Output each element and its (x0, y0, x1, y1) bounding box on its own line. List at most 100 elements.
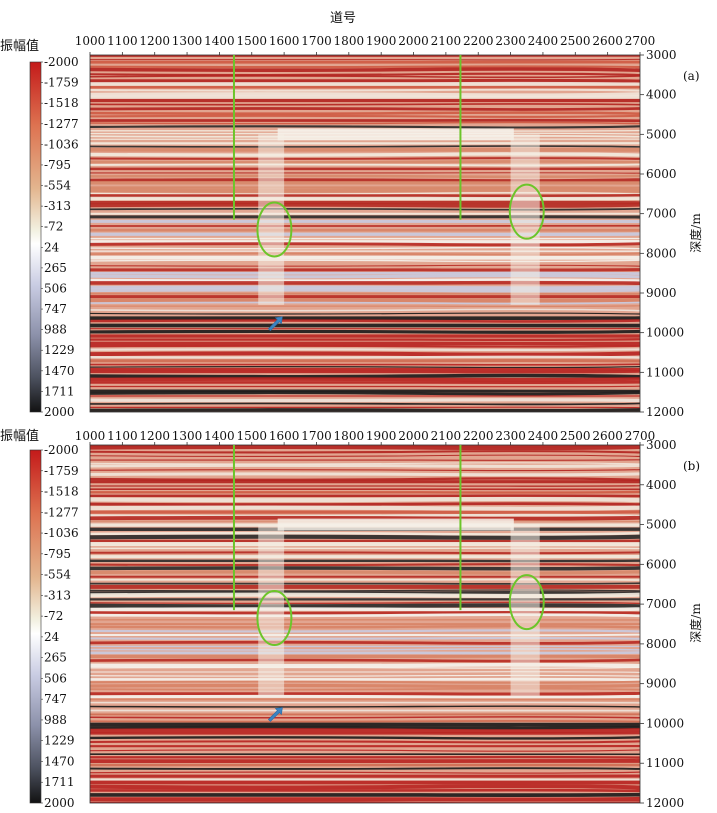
arrow-icon (267, 316, 283, 332)
x-tick-label: 1700 (301, 34, 332, 48)
reflector-band (90, 651, 640, 655)
reflector-band (90, 287, 640, 293)
reflector-band (90, 671, 640, 673)
reflector-band (90, 348, 640, 352)
x-tick-label: 2100 (431, 429, 462, 443)
reflector-band (90, 683, 640, 689)
x-tick-label: 2400 (528, 429, 559, 443)
reflector-band (90, 75, 640, 79)
panel-label: (a) (683, 69, 700, 83)
reflector-band (90, 749, 640, 752)
reflector-band (90, 202, 640, 208)
reflector-band (90, 788, 640, 793)
colorbar-tick-label: 988 (44, 323, 67, 337)
x-tick-label: 1100 (107, 429, 138, 443)
reflector-band (90, 570, 640, 575)
y-tick-label: 5000 (646, 127, 677, 141)
salt-body-top (277, 518, 514, 531)
x-tick-label: 1900 (366, 34, 397, 48)
x-tick-label: 2700 (625, 34, 656, 48)
x-axis-ticks: 1000 1100 1200 1300 1400 1500 1600 1700 1800 1900… (75, 34, 656, 55)
colorbar-tick-label: 747 (44, 302, 67, 316)
y-tick-label: 5000 (646, 518, 677, 532)
y-tick-label: 10000 (646, 326, 684, 340)
x-tick-label: 1000 (75, 429, 106, 443)
reflector-band (90, 740, 640, 744)
reflector-band (90, 329, 640, 334)
reflector-band (90, 370, 640, 374)
colorbar-tick-label: 1470 (44, 754, 75, 768)
x-tick-label: 2500 (560, 429, 591, 443)
reflector-band (90, 603, 640, 609)
reflector-band (90, 563, 640, 567)
reflector-band (90, 637, 640, 640)
y-tick-label: 10000 (646, 716, 684, 730)
reflector-band (90, 259, 640, 263)
reflector-band (90, 582, 640, 585)
colorbar-tick-label: 506 (44, 281, 67, 295)
reflector-band (90, 319, 640, 323)
reflector-band (90, 566, 640, 571)
colorbar-tick-label: 265 (44, 651, 67, 665)
colorbar-gradient (29, 61, 42, 413)
colorbar-tick-label: -1759 (44, 76, 79, 90)
x-axis-title: 道号 (330, 11, 356, 26)
x-tick-label: 2000 (398, 429, 429, 443)
colorbar-tick-label: -1277 (44, 117, 79, 131)
reflector-band (90, 355, 640, 359)
highlight-ellipse (508, 183, 545, 240)
reflector-band (90, 601, 640, 605)
reflector-band (90, 65, 640, 69)
y-tick-label: 3000 (646, 438, 677, 452)
reflector-band (90, 408, 640, 412)
pale-zone (510, 134, 540, 305)
x-tick-label: 2000 (398, 34, 429, 48)
reflector-band (90, 472, 640, 477)
colorbar-tick-label: 1711 (44, 775, 75, 789)
reflector-band (90, 351, 640, 357)
colorbar-tick-label: -795 (44, 158, 71, 172)
depth-axis-title: 深度/m (688, 213, 703, 253)
x-tick-label: 1300 (172, 429, 203, 443)
y-tick-label: 6000 (646, 167, 677, 181)
x-tick-label: 1700 (301, 429, 332, 443)
reflector-band (90, 736, 640, 740)
reflector-band (90, 125, 640, 129)
reflector-band (90, 469, 640, 472)
y-axis-ticks: 3000 4000 5000 6000 7000 8000 9000 10000 11000 12… (640, 438, 684, 810)
colorbar-tick-label: -795 (44, 547, 71, 561)
arrow-icon (267, 707, 283, 722)
colorbar-tick-label: -72 (44, 609, 63, 623)
x-tick-label: 1900 (366, 429, 397, 443)
reflector-band (90, 72, 640, 77)
reflector-band (90, 312, 640, 315)
reflector-band (90, 725, 640, 730)
x-tick-label: 2200 (463, 34, 494, 48)
colorbar-tick-label: -554 (44, 568, 71, 582)
reflector-band (90, 163, 640, 167)
reflector-band (90, 490, 640, 494)
reflector-band (90, 445, 640, 451)
reflector-band (90, 278, 640, 283)
reflector-band (90, 178, 640, 183)
annotations (232, 445, 545, 722)
colorbar-tick-label: -313 (44, 588, 71, 602)
reflector-band (90, 502, 640, 506)
colorbar-tick-label: 2000 (44, 405, 75, 419)
colorbar-tick-label: 1229 (44, 734, 75, 748)
annotations (232, 55, 545, 332)
colorbar-tick-label: 2000 (44, 796, 75, 810)
x-tick-label: 2700 (625, 429, 656, 443)
reflector-band (90, 78, 640, 84)
reflector-band (90, 114, 640, 118)
x-tick-label: 1500 (236, 34, 267, 48)
reflector-band (90, 534, 640, 540)
highlight-ellipse (256, 201, 293, 258)
reflector-band (90, 755, 640, 759)
reflector-band (90, 111, 640, 116)
x-tick-label: 2300 (495, 34, 526, 48)
reflector-band (90, 305, 640, 307)
x-tick-label: 1600 (269, 34, 300, 48)
x-tick-label: 1400 (204, 34, 235, 48)
reflector-band (90, 264, 640, 267)
